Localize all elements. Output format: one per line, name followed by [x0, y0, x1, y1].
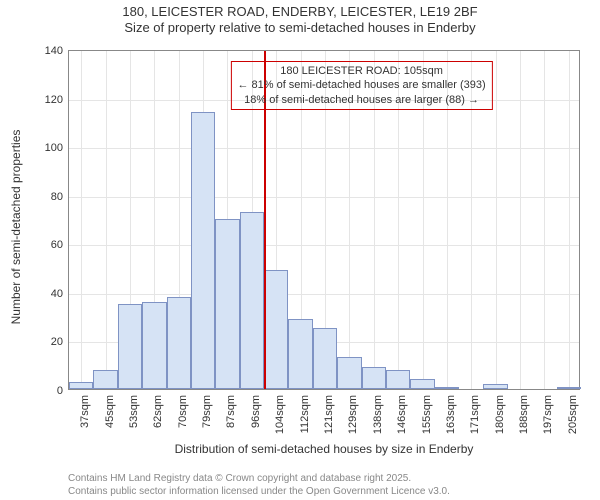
histogram-bar [410, 379, 434, 389]
y-tick-label: 40 [51, 288, 69, 300]
grid-line [106, 51, 107, 389]
x-tick-label: 188sqm [518, 395, 530, 434]
plot-frame: 02040608010012014037sqm45sqm53sqm62sqm70… [68, 50, 580, 390]
histogram-bar [240, 212, 264, 389]
grid-line [544, 51, 545, 389]
histogram-bar [118, 304, 142, 389]
x-tick-label: 45sqm [104, 395, 116, 428]
histogram-bar [386, 370, 410, 389]
histogram-bar [142, 302, 166, 389]
chart-subtitle: Size of property relative to semi-detach… [0, 20, 600, 36]
grid-line [69, 294, 579, 295]
attribution-line: Contains public sector information licen… [68, 485, 450, 498]
histogram-bar [191, 112, 215, 389]
y-tick-label: 60 [51, 239, 69, 251]
histogram-bar [167, 297, 191, 389]
annotation-line: ← 81% of semi-detached houses are smalle… [237, 78, 485, 92]
y-tick-label: 20 [51, 336, 69, 348]
grid-line [69, 197, 579, 198]
x-tick-label: 112sqm [299, 395, 311, 433]
annotation-line: 180 LEICESTER ROAD: 105sqm [237, 64, 485, 78]
attribution-line: Contains HM Land Registry data © Crown c… [68, 472, 450, 485]
y-tick-label: 0 [57, 385, 69, 397]
chart-container: 180, LEICESTER ROAD, ENDERBY, LEICESTER,… [0, 0, 600, 500]
x-tick-label: 171sqm [469, 395, 481, 434]
x-tick-label: 155sqm [421, 395, 433, 434]
plot-area: 02040608010012014037sqm45sqm53sqm62sqm70… [68, 50, 580, 390]
y-tick-label: 100 [45, 142, 69, 154]
grid-line [569, 51, 570, 389]
x-tick-label: 79sqm [201, 395, 213, 428]
x-tick-label: 138sqm [372, 395, 384, 434]
histogram-bar [93, 370, 117, 389]
attribution-footer: Contains HM Land Registry data © Crown c… [68, 472, 450, 498]
chart-title: 180, LEICESTER ROAD, ENDERBY, LEICESTER,… [0, 4, 600, 20]
y-tick-label: 80 [51, 191, 69, 203]
x-tick-label: 129sqm [347, 395, 359, 434]
x-tick-label: 96sqm [250, 395, 262, 428]
x-tick-label: 121sqm [323, 395, 335, 434]
x-tick-label: 146sqm [396, 395, 408, 434]
histogram-bar [69, 382, 93, 389]
x-tick-label: 62sqm [152, 395, 164, 428]
x-tick-label: 53sqm [128, 395, 140, 428]
x-tick-label: 205sqm [567, 395, 579, 434]
chart-titles: 180, LEICESTER ROAD, ENDERBY, LEICESTER,… [0, 4, 600, 37]
histogram-bar [313, 328, 337, 389]
x-tick-label: 37sqm [79, 395, 91, 428]
grid-line [81, 51, 82, 389]
x-tick-label: 104sqm [274, 395, 286, 434]
annotation-line: 18% of semi-detached houses are larger (… [237, 93, 485, 107]
histogram-bar [483, 384, 507, 389]
x-axis-label: Distribution of semi-detached houses by … [68, 442, 580, 456]
histogram-bar [264, 270, 288, 389]
grid-line [69, 245, 579, 246]
grid-line [69, 148, 579, 149]
histogram-bar [362, 367, 386, 389]
y-tick-label: 120 [45, 94, 69, 106]
histogram-bar [557, 387, 581, 389]
y-axis-label: Number of semi-detached properties [9, 57, 23, 397]
grid-line [520, 51, 521, 389]
histogram-bar [288, 319, 312, 389]
histogram-bar [215, 219, 239, 389]
x-tick-label: 180sqm [494, 395, 506, 434]
histogram-bar [435, 387, 459, 389]
x-tick-label: 87sqm [225, 395, 237, 428]
y-tick-label: 140 [45, 45, 69, 57]
grid-line [496, 51, 497, 389]
x-tick-label: 197sqm [542, 395, 554, 434]
histogram-bar [337, 357, 361, 389]
annotation-box: 180 LEICESTER ROAD: 105sqm← 81% of semi-… [230, 61, 492, 110]
x-tick-label: 70sqm [177, 395, 189, 428]
x-tick-label: 163sqm [445, 395, 457, 434]
